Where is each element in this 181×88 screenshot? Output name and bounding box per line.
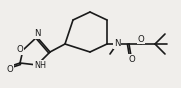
Text: O: O [129,54,135,64]
Text: O: O [17,45,23,54]
Text: NH: NH [34,61,46,70]
Text: O: O [7,65,13,73]
Text: N: N [34,29,40,39]
Text: N: N [114,40,120,48]
Text: O: O [138,34,144,43]
